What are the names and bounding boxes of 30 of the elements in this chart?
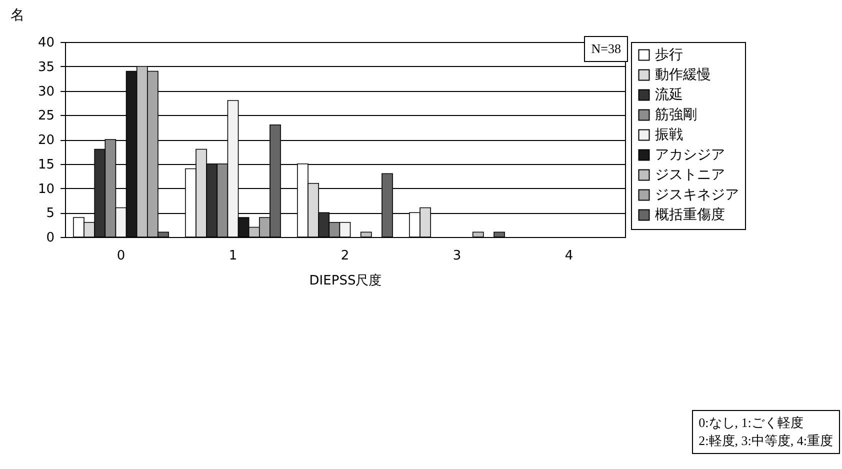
y-tick-label: 5 (46, 206, 54, 222)
y-tick-label: 35 (38, 60, 54, 75)
x-tick-label: 2 (340, 248, 350, 264)
annotation: N=38 (584, 36, 628, 62)
legend-label: 概括重傷度 (655, 207, 725, 223)
y-tick-label: 15 (38, 157, 54, 172)
bar (360, 232, 372, 238)
legend-label: 筋強剛 (655, 107, 697, 123)
x-tick-label: 1 (228, 248, 238, 264)
legend-label: 流延 (655, 87, 683, 103)
x-axis-title: DIEPSS尺度 (309, 272, 382, 288)
legend-label: ジスキネジア (655, 187, 739, 203)
bar (472, 232, 484, 238)
x-tick-label: 3 (452, 248, 462, 264)
y-tick-label: 25 (38, 108, 54, 124)
legend-label: 振戦 (655, 127, 683, 143)
legend-label: 動作緩慢 (655, 67, 711, 83)
y-axis-title: 名 (10, 8, 24, 24)
text: 0:なし, 1:ごく軽度 2:軽度, 3:中等度, 4:重度 (692, 410, 840, 454)
x-tick-label: 0 (116, 248, 126, 264)
legend-label: アカシジア (655, 147, 725, 163)
legend-label: 歩行 (655, 47, 683, 63)
y-tick-label: 40 (38, 36, 54, 50)
legend-label: ジストニア (655, 167, 725, 183)
x-tick-label: 4 (564, 248, 574, 264)
y-tick-label: 0 (46, 230, 54, 246)
y-tick-label: 10 (38, 182, 54, 197)
y-tick-label: 20 (38, 133, 54, 148)
y-tick-label: 30 (38, 84, 54, 100)
bar (494, 232, 505, 238)
